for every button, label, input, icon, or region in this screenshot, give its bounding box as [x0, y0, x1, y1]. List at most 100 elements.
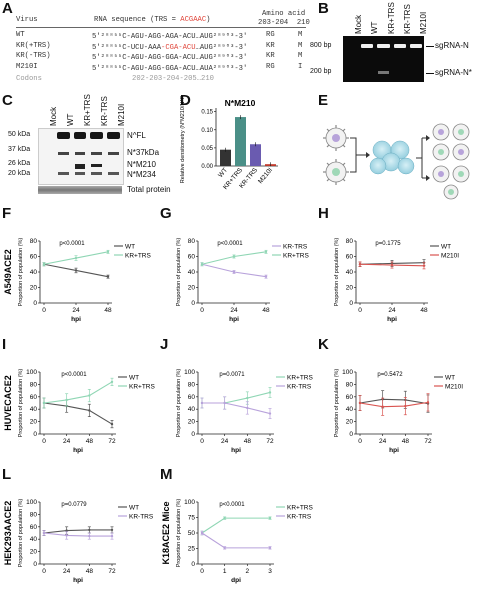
data-point [268, 516, 272, 520]
y-tick-label: 80 [188, 238, 196, 245]
seq-part: 5'²⁸⁸⁵⁵C-AGU-AGG-GGA-ACU [92, 54, 196, 62]
lane-label: M210I [116, 103, 126, 126]
x-tick-label: 24 [379, 438, 387, 445]
line-chart-l: HEK293AACE2 Proportion of population (%) 0… [3, 499, 154, 584]
series-line [202, 391, 271, 404]
panel-letter-m: M [160, 466, 173, 483]
y-tick-label: 80 [30, 511, 38, 518]
data-point [42, 263, 46, 266]
series-line [359, 401, 429, 408]
rna-sequence: 5'²⁸⁸⁵⁵C-UCU-AAA-CGA-ACU…AUG²⁸⁹⁰³-3' [92, 42, 247, 52]
series-line [201, 517, 270, 534]
band-sgrna-n [361, 44, 374, 48]
amino-acid-203-204: KR [266, 41, 275, 50]
x-axis-label: hpi [231, 447, 241, 454]
seq-part: …AUG²⁸⁹⁰³-3' [195, 33, 248, 41]
total-protein-strip [38, 186, 122, 194]
marker-label: 20 kDa [8, 170, 31, 177]
data-point [200, 263, 204, 266]
trs-sequence: ACGAAC [180, 16, 207, 24]
y-tick-label: 20 [188, 419, 196, 426]
x-tick-label: M210I [257, 167, 274, 185]
x-tick-label: 0 [358, 307, 362, 314]
virion-icon-bottom [323, 159, 349, 185]
data-point [74, 256, 78, 260]
x-tick-label: 48 [262, 307, 270, 314]
row-label: K18ACE2 Mice [161, 501, 171, 564]
data-point [358, 401, 362, 405]
virion-icon-top [323, 125, 349, 151]
line-chart-j: Proportion of population (%) 0 20 40 60 80 100… [176, 369, 313, 454]
y-tick-label: 0 [191, 431, 195, 438]
seq-trs: -CGA-ACU [161, 43, 196, 52]
rna-header-prefix: RNA sequence (TRS = [94, 16, 181, 24]
y-tick-label: 0 [349, 300, 353, 307]
y-tick-label: 0.00 [201, 164, 213, 170]
band-37kda [108, 152, 119, 155]
ladder-label: 800 bp [310, 42, 332, 49]
panel-letter-k: K [318, 336, 329, 353]
y-tick-label: 20 [30, 549, 38, 556]
data-point [106, 275, 110, 278]
legend-label: KR+TRS [283, 252, 309, 259]
table-header-divider [16, 27, 306, 28]
line-chart-i: HUVECACE2 Proportion of population (%) 0 20… [3, 369, 155, 454]
ladder-label: 200 bp [310, 68, 332, 75]
x-tick-label: 24 [72, 307, 80, 314]
line-chart-f: A549ACE2 Proportion of population (%) 0 20 4… [3, 238, 151, 323]
y-axis-label: Proportion of population (%) [18, 369, 24, 438]
marker-label: 26 kDa [8, 160, 31, 167]
legend-label: WT [129, 374, 139, 381]
y-tick-label: 25 [188, 546, 196, 553]
y-tick-label: 60 [30, 254, 38, 261]
y-tick-label: 100 [26, 369, 37, 376]
band-label: N^FL [127, 131, 146, 140]
data-point [110, 380, 114, 384]
series-line [43, 381, 113, 404]
x-tick-label: 0 [200, 568, 204, 575]
amino-acid-210: M [298, 52, 303, 60]
y-axis-label: Proportion of population (%) [334, 369, 340, 438]
y-axis-label: Proportion of population (%) [176, 369, 182, 438]
p-value: p<0.0001 [217, 241, 243, 247]
virus-name: M210I [16, 62, 38, 71]
legend-label: WT [125, 243, 135, 250]
legend-label: M210I [445, 383, 463, 390]
band-pointer [426, 46, 434, 47]
y-tick-label: 75 [188, 515, 196, 522]
y-tick-label: 60 [346, 254, 354, 261]
band-label: N*M210 [127, 160, 156, 169]
series-line [359, 398, 429, 405]
data-point [232, 270, 236, 274]
band-m234 [108, 172, 119, 175]
lane-label: Mock [354, 14, 364, 34]
seq-part: …AUG²⁸⁹⁰³-3' [195, 43, 248, 52]
panel-letter-a: A [2, 0, 13, 17]
row-label: A549ACE2 [3, 249, 13, 295]
amino-acid-210: M [298, 41, 303, 50]
x-tick-label: 24 [63, 438, 71, 445]
y-tick-label: 60 [30, 524, 38, 531]
data-point [223, 546, 226, 550]
data-point [65, 534, 68, 537]
y-tick-label: 20 [30, 419, 38, 426]
x-tick-label: 0 [42, 438, 46, 445]
seq-part: 5'²⁸⁸⁵⁵C-AGU-AGG-AGA-ACU [92, 33, 196, 41]
rna-header-suffix: ) [206, 16, 211, 24]
panel-letter-b: B [318, 0, 329, 17]
table-header-rna: RNA sequence (TRS = ACGAAC) [94, 16, 210, 24]
legend-label: WT [441, 243, 451, 250]
split-bracket [416, 137, 426, 179]
data-point [223, 401, 226, 405]
amino-acid-203-204: RG [266, 31, 275, 39]
data-point [264, 250, 268, 254]
y-tick-label: 40 [188, 406, 196, 413]
y-tick-label: 80 [346, 381, 354, 388]
panel-letter-c: C [2, 92, 13, 109]
seq-part: 5'²⁸⁸⁵⁵C-AGU-AGG-GGA-ACU [92, 64, 196, 73]
seq-part: 5'²⁸⁸⁵⁵C-UCU-AAA [92, 43, 162, 52]
x-tick-label: 24 [221, 438, 229, 445]
data-point [223, 516, 226, 520]
x-tick-label: 72 [108, 438, 116, 445]
data-point [200, 531, 204, 535]
